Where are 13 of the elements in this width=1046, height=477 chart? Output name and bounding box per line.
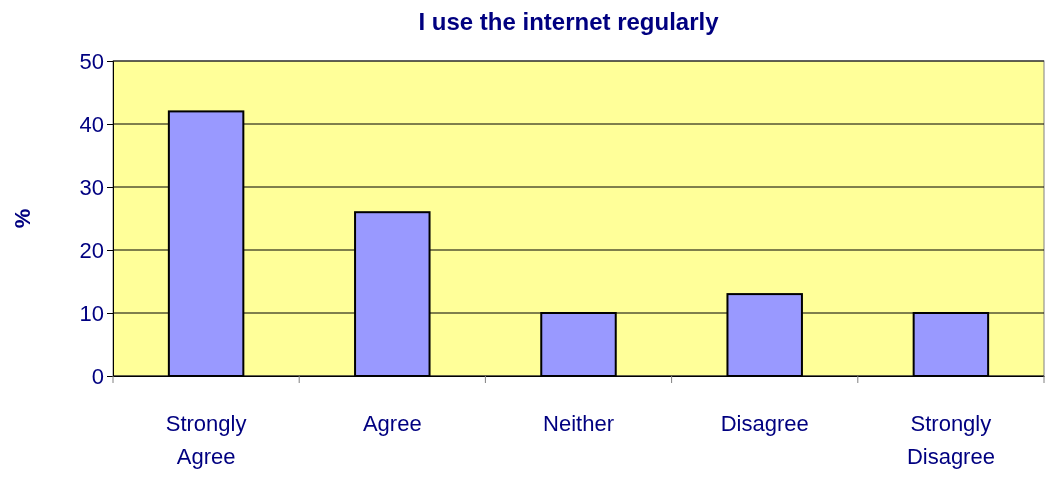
x-tick-label: Disagree — [720, 411, 809, 436]
x-tick-label: Strongly Disagree — [906, 411, 995, 469]
y-tick-label: 50 — [79, 48, 104, 74]
x-tick-label: Agree — [362, 411, 422, 436]
y-tick-label: 40 — [79, 111, 104, 137]
y-axis-title: % — [10, 208, 35, 229]
x-tick-label: Strongly Agree — [165, 411, 247, 469]
y-tick-label: 20 — [79, 237, 104, 263]
x-tick-label: Neither — [543, 411, 614, 436]
y-tick-label: 10 — [79, 300, 104, 326]
y-tick-label: 0 — [91, 363, 104, 389]
y-tick-label: 30 — [79, 174, 104, 200]
chart-title: I use the internet regularly — [418, 8, 720, 35]
